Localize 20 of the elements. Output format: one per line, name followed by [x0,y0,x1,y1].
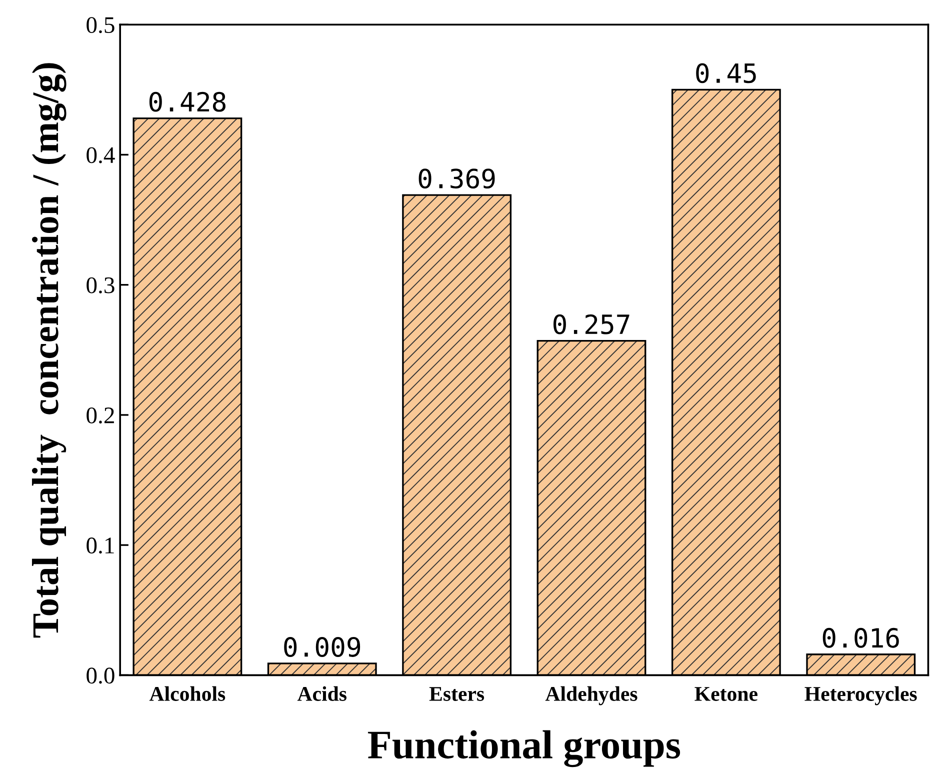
x-tick-label: Heterocycles [804,686,917,706]
y-tick-label: 0.0 [86,668,114,684]
x-tick-label: Acids [297,686,347,701]
y-tick-label: 0.4 [86,147,115,164]
data-label: 0.369 [418,168,495,189]
data-label: 0.257 [553,314,630,334]
y-tick-label: 0.2 [86,407,114,424]
y-tick-label: 0.5 [86,17,114,34]
data-label: 0.009 [284,637,360,657]
data-label: 0.428 [149,92,226,112]
x-axis-title: Functional groups [368,730,680,768]
y-tick-label: 0.3 [86,277,114,294]
x-tick-label: Ketone [694,687,758,701]
data-label: 0.45 [696,63,756,84]
x-tick-label: Esters [429,687,484,701]
x-tick-label: Alcohols [149,686,226,701]
y-tick-label: 0.1 [86,538,114,554]
y-axis-title: Total quality concentration / (mg/g) [32,63,66,638]
data-label: 0.016 [822,628,899,648]
x-tick-label: Aldehydes [545,686,638,706]
